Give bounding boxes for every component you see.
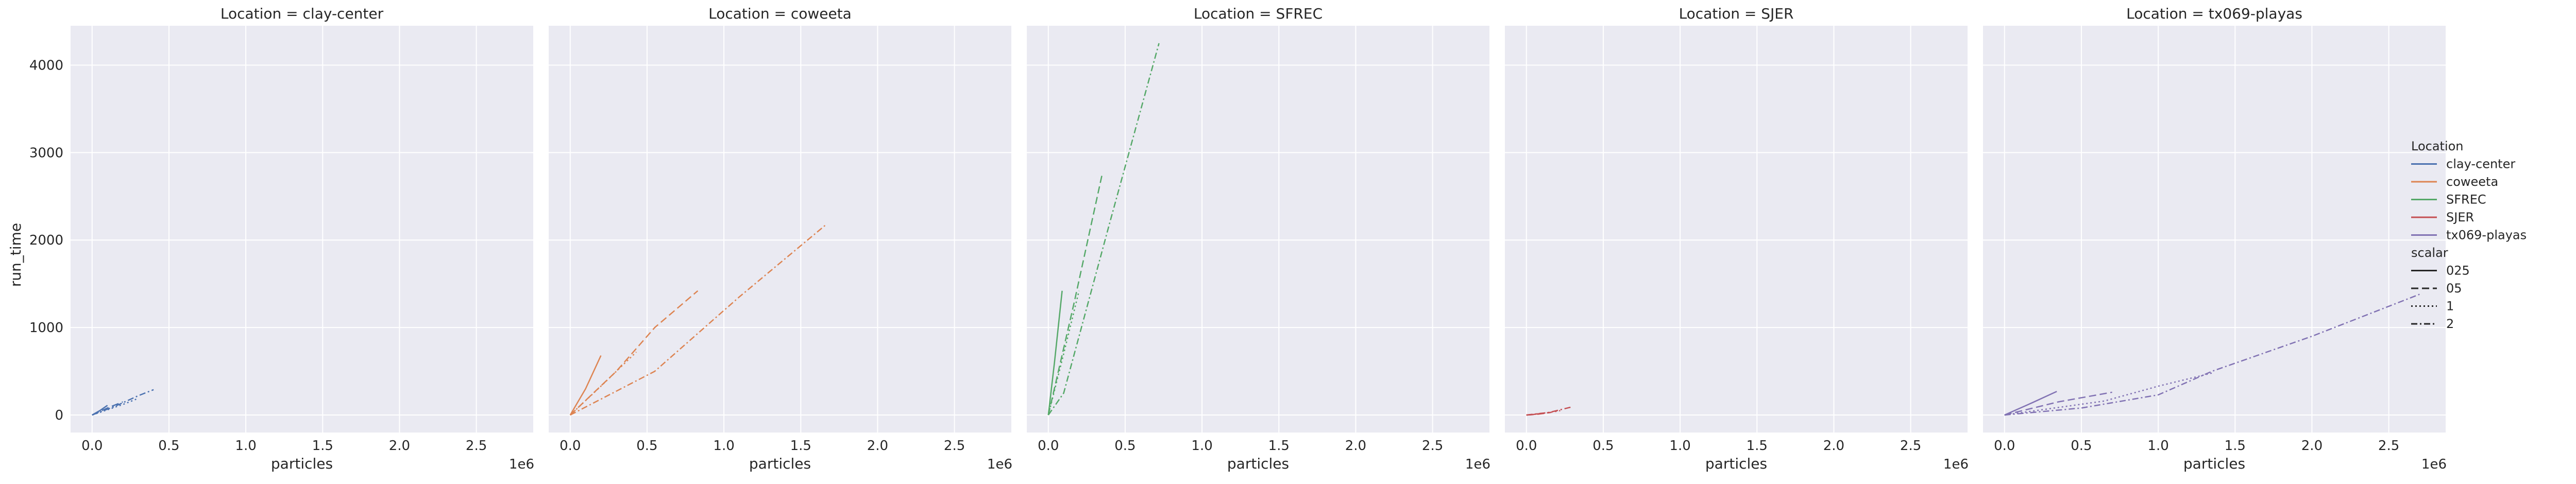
x-tick-label: 1.0: [1669, 438, 1690, 454]
legend-title-location: Location: [2411, 139, 2464, 153]
series-line: [1047, 290, 1063, 416]
x-tick-label: 2.0: [2301, 438, 2323, 454]
legend-entry-label: 025: [2446, 264, 2470, 278]
facet-title: Location = tx069-playas: [2126, 5, 2302, 22]
legend-entry-label: SJER: [2446, 210, 2474, 224]
series-line: [569, 351, 637, 416]
x-axis-label: particles: [271, 455, 333, 472]
x-tick-label: 2.5: [2378, 438, 2399, 454]
y-tick-label: 0: [55, 408, 63, 423]
panel-background: [1027, 26, 1489, 433]
panel-background: [1505, 26, 1968, 433]
x-axis-label: particles: [1227, 455, 1289, 472]
x-tick-label: 0.5: [636, 438, 657, 454]
x-tick-label: 1.0: [2147, 438, 2168, 454]
x-tick-label: 1.0: [235, 438, 256, 454]
facet-panel: 0.0 0.5 1.0 1.5 2.0 2.5 particles 1e6 Location =…: [1027, 5, 1490, 472]
series-line: [1047, 43, 1160, 416]
x-tick-label: 0.0: [560, 438, 581, 454]
legend-entry-label: coweeta: [2446, 175, 2498, 189]
legend-entry-label: 05: [2446, 281, 2462, 296]
facet-panel: 0.0 0.5 1.0 1.5 2.0 2.5 particles 1e6 Location =…: [1983, 5, 2447, 472]
x-offset-label: 1e6: [509, 457, 534, 472]
series-line: [1047, 174, 1103, 416]
x-tick-label: 1.5: [790, 438, 811, 454]
legend-entry-label: 1: [2446, 299, 2454, 314]
y-tick-label: 2000: [29, 233, 63, 248]
series-line: [2004, 391, 2057, 416]
x-offset-label: 1e6: [1465, 457, 1490, 472]
x-tick-label: 0.0: [81, 438, 103, 454]
series-line: [2004, 391, 2112, 416]
x-tick-label: 0.5: [1114, 438, 1136, 454]
series-line: [1047, 290, 1080, 416]
legend-entry-label: 2: [2446, 317, 2454, 331]
series-line: [2004, 293, 2420, 416]
y-axis-label: run_time: [7, 223, 24, 287]
facet-title: Location = SFREC: [1194, 5, 1323, 22]
x-tick-label: 2.0: [1823, 438, 1844, 454]
x-offset-label: 1e6: [987, 457, 1012, 472]
series-line: [2004, 372, 2212, 416]
x-offset-label: 1e6: [1943, 457, 1969, 472]
x-tick-label: 0.5: [2071, 438, 2092, 454]
x-tick-label: 2.0: [867, 438, 888, 454]
x-offset-label: 1e6: [2421, 457, 2447, 472]
facet-panel: 0.0 0.5 1.0 1.5 2.0 2.5 particles 1e6 Location =…: [549, 5, 1012, 472]
x-axis-label: particles: [749, 455, 811, 472]
series-line: [569, 290, 699, 416]
legend-entry-label: SFREC: [2446, 193, 2486, 207]
y-tick-label: 1000: [29, 320, 63, 336]
x-axis-label: particles: [1705, 455, 1767, 472]
facet-title: Location = clay-center: [221, 5, 384, 22]
legend-title-scalar: scalar: [2411, 246, 2448, 260]
x-tick-label: 1.5: [312, 438, 333, 454]
facet-panel: 0.0 0.5 1.0 1.5 2.0 2.5 particles 1e6 Location =…: [1505, 5, 1969, 472]
x-tick-label: 2.5: [466, 438, 487, 454]
x-tick-label: 1.5: [1268, 438, 1290, 454]
panel-background: [549, 26, 1011, 433]
x-tick-label: 0.5: [158, 438, 179, 454]
legend: Location clay-center coweeta SFREC SJER tx069…: [2411, 139, 2527, 331]
panels-layer: 0.0 0.5 1.0 1.5 2.0 2.5 0 1000 2000 3000 4000 parti…: [29, 5, 2447, 472]
x-tick-label: 1.0: [1191, 438, 1212, 454]
x-tick-label: 2.5: [1900, 438, 1921, 454]
x-tick-label: 0.0: [1038, 438, 1059, 454]
x-axis-label: particles: [2183, 455, 2245, 472]
x-tick-label: 2.5: [944, 438, 965, 454]
y-tick-label: 3000: [29, 145, 63, 161]
series-line: [1526, 406, 1571, 416]
series-line: [569, 355, 602, 416]
x-tick-label: 0.5: [1592, 438, 1614, 454]
x-tick-label: 2.0: [389, 438, 410, 454]
x-tick-label: 1.5: [1747, 438, 1768, 454]
x-tick-label: 1.5: [2225, 438, 2246, 454]
facet-title: Location = coweeta: [708, 5, 852, 22]
panel-background: [1983, 26, 2446, 433]
series-line: [570, 224, 826, 416]
x-tick-label: 2.0: [1345, 438, 1366, 454]
x-tick-label: 0.0: [1994, 438, 2015, 454]
x-tick-label: 2.5: [1422, 438, 1443, 454]
legend-entry-label: clay-center: [2446, 157, 2515, 171]
panel-background: [71, 26, 533, 433]
x-tick-label: 1.0: [713, 438, 734, 454]
facet-panel: 0.0 0.5 1.0 1.5 2.0 2.5 0 1000 2000 3000 4000 parti…: [29, 5, 534, 472]
x-tick-label: 0.0: [1516, 438, 1537, 454]
y-tick-label: 4000: [29, 58, 63, 73]
legend-entry-label: tx069-playas: [2446, 228, 2527, 243]
facet-title: Location = SJER: [1679, 5, 1794, 22]
